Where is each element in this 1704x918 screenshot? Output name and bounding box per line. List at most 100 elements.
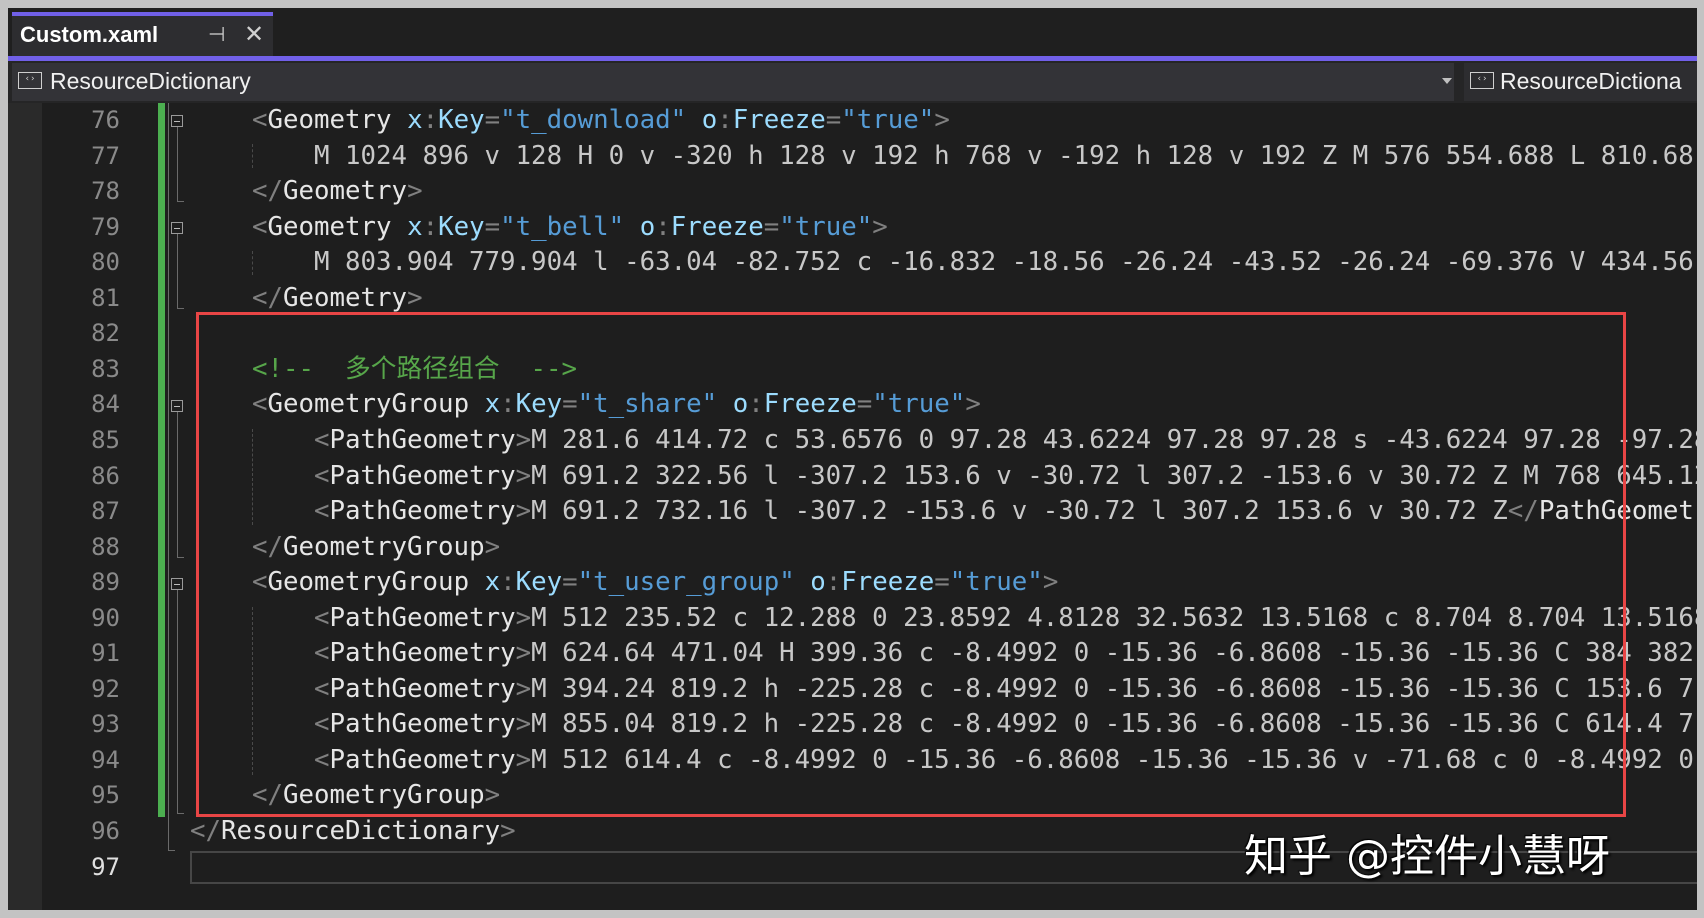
code-token: x bbox=[407, 211, 423, 242]
element-dropdown-right[interactable]: ‹› ResourceDictiona bbox=[1464, 63, 1697, 101]
code-token: : bbox=[717, 105, 733, 135]
code-token: : bbox=[500, 389, 516, 420]
code-token: < bbox=[314, 638, 330, 669]
tab-accent-line bbox=[8, 56, 1697, 61]
collapse-icon[interactable] bbox=[171, 578, 183, 590]
code-line[interactable]: 86 <PathGeometry>M 691.2 322.56 l -307.2… bbox=[8, 459, 1697, 495]
xml-element-icon: ‹› bbox=[1470, 72, 1494, 89]
pin-icon[interactable]: ⊣ bbox=[208, 22, 226, 46]
code-line[interactable]: 97 bbox=[8, 850, 1697, 886]
line-number: 87 bbox=[91, 497, 120, 526]
code-token: > bbox=[515, 744, 532, 775]
code-token bbox=[190, 176, 252, 206]
code-text: <PathGeometry>M 624.64 471.04 H 399.36 c… bbox=[190, 636, 1694, 672]
code-line[interactable]: 82 bbox=[8, 316, 1697, 352]
code-line[interactable]: 85 <PathGeometry>M 281.6 414.72 c 53.657… bbox=[8, 423, 1697, 459]
code-token: PathGeometry bbox=[329, 673, 516, 704]
code-line[interactable]: 77 M 1024 896 v 128 H 0 v -320 h 128 v 1… bbox=[8, 139, 1697, 175]
element-dropdown-left[interactable]: ‹› ResourceDictionary bbox=[12, 63, 1454, 101]
code-token: "t_share" bbox=[577, 389, 718, 420]
code-text: <GeometryGroup x:Key="t_share" o:Freeze=… bbox=[190, 387, 981, 423]
code-token: > bbox=[934, 105, 950, 135]
code-token: GeometryGroup bbox=[267, 567, 470, 598]
code-line[interactable]: 76 <Geometry x:Key="t_download" o:Freeze… bbox=[8, 103, 1697, 139]
code-token: PathGeometry bbox=[329, 496, 516, 527]
line-number: 95 bbox=[91, 781, 120, 810]
code-token: PathGeometry bbox=[329, 638, 516, 669]
code-line[interactable]: 79 <Geometry x:Key="t_bell" o:Freeze="tr… bbox=[8, 210, 1697, 246]
code-line[interactable]: 81 </Geometry> bbox=[8, 281, 1697, 317]
code-line[interactable]: 95 </GeometryGroup> bbox=[8, 778, 1697, 814]
code-token: > bbox=[500, 816, 516, 846]
code-text: </ResourceDictionary> bbox=[190, 814, 516, 850]
tab-custom-xaml[interactable]: Custom.xaml ⊣ ✕ bbox=[12, 12, 273, 56]
code-line[interactable]: 91 <PathGeometry>M 624.64 471.04 H 399.3… bbox=[8, 636, 1697, 672]
code-token: </ bbox=[252, 531, 284, 562]
code-token: "true" bbox=[779, 211, 873, 242]
code-line[interactable]: 80 M 803.904 779.904 l -63.04 -82.752 c … bbox=[8, 245, 1697, 281]
code-token: </ bbox=[190, 816, 222, 846]
code-token: < bbox=[252, 389, 268, 420]
code-token: : bbox=[422, 211, 439, 242]
code-line[interactable]: 90 <PathGeometry>M 512 235.52 c 12.288 0… bbox=[8, 601, 1697, 637]
code-token: </ bbox=[252, 780, 284, 811]
code-token: = bbox=[562, 567, 578, 598]
code-token: o bbox=[639, 211, 656, 242]
root-fold-line bbox=[168, 103, 169, 850]
code-token bbox=[686, 105, 702, 135]
code-token: > bbox=[1042, 567, 1059, 598]
line-number: 96 bbox=[91, 817, 120, 845]
code-line[interactable]: 92 <PathGeometry>M 394.24 819.2 h -225.2… bbox=[8, 672, 1697, 708]
collapse-icon[interactable] bbox=[171, 400, 183, 412]
code-token: = bbox=[562, 389, 578, 420]
code-token: </ bbox=[252, 282, 284, 313]
code-token bbox=[190, 212, 252, 242]
code-line[interactable]: 87 <PathGeometry>M 691.2 732.16 l -307.2… bbox=[8, 494, 1697, 530]
line-number: 94 bbox=[91, 745, 120, 774]
code-token: > bbox=[515, 638, 532, 669]
code-line[interactable]: 94 <PathGeometry>M 512 614.4 c -8.4992 0… bbox=[8, 743, 1697, 779]
code-token: M 1024 896 v 128 H 0 v -320 h 128 v 192 … bbox=[190, 140, 1694, 171]
code-text: <PathGeometry>M 512 614.4 c -8.4992 0 -1… bbox=[190, 743, 1694, 779]
code-text: M 1024 896 v 128 H 0 v -320 h 128 v 192 … bbox=[190, 139, 1694, 175]
code-line[interactable]: 83 <!-- 多个路径组合 --> bbox=[8, 352, 1697, 388]
code-token: PathGeometry bbox=[329, 709, 516, 740]
close-icon[interactable]: ✕ bbox=[244, 20, 265, 48]
line-number: 78 bbox=[91, 177, 120, 206]
code-token: o bbox=[701, 105, 718, 135]
collapse-icon[interactable] bbox=[171, 115, 183, 127]
code-token: < bbox=[314, 602, 330, 633]
code-line[interactable]: 78 </Geometry> bbox=[8, 174, 1697, 210]
code-token: <!-- 多个路径组合 --> bbox=[190, 353, 578, 384]
tab-title: Custom.xaml bbox=[20, 22, 159, 47]
line-number: 79 bbox=[91, 212, 120, 241]
chevron-down-icon[interactable] bbox=[1442, 78, 1452, 84]
code-line[interactable]: 93 <PathGeometry>M 855.04 819.2 h -225.2… bbox=[8, 707, 1697, 743]
code-token: M 803.904 779.904 l -63.04 -82.752 c -16… bbox=[190, 247, 1694, 278]
code-text: <Geometry x:Key="t_download" o:Freeze="t… bbox=[190, 103, 950, 139]
collapse-icon[interactable] bbox=[171, 222, 183, 234]
code-token: < bbox=[314, 460, 330, 491]
line-number: 92 bbox=[91, 674, 120, 703]
fold-end bbox=[177, 308, 184, 309]
code-token: "true" bbox=[872, 389, 966, 420]
code-token: "true" bbox=[841, 105, 935, 135]
code-line[interactable]: 89 <GeometryGroup x:Key="t_user_group" o… bbox=[8, 565, 1697, 601]
indent-guide bbox=[252, 251, 253, 275]
code-token: > bbox=[515, 602, 532, 633]
code-token: Freeze bbox=[841, 567, 935, 598]
code-token: > bbox=[407, 176, 423, 207]
code-token bbox=[392, 105, 408, 135]
code-token: < bbox=[314, 424, 330, 455]
code-line[interactable]: 84 <GeometryGroup x:Key="t_share" o:Free… bbox=[8, 387, 1697, 423]
line-number: 90 bbox=[91, 603, 120, 632]
code-token: = bbox=[856, 389, 873, 420]
code-token: Geometry bbox=[283, 176, 408, 207]
code-line[interactable]: 88 </GeometryGroup> bbox=[8, 530, 1697, 566]
code-text: <PathGeometry>M 281.6 414.72 c 53.6576 0… bbox=[190, 423, 1697, 459]
code-line[interactable]: 96 </ResourceDictionary> bbox=[8, 814, 1697, 850]
code-token bbox=[190, 283, 252, 313]
code-token: Geometry bbox=[283, 282, 408, 313]
code-token: > bbox=[484, 780, 501, 811]
code-token: x bbox=[484, 567, 501, 598]
